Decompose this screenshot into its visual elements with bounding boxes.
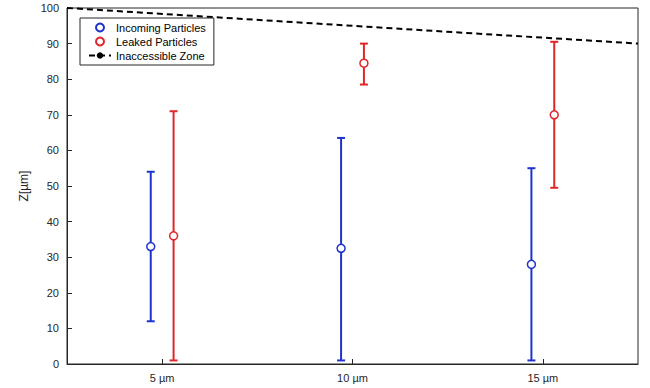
svg-text:10: 10 (47, 322, 59, 334)
svg-text:5 µm: 5 µm (150, 372, 175, 384)
svg-text:0: 0 (53, 358, 59, 370)
svg-text:Incoming Particles: Incoming Particles (116, 22, 206, 34)
svg-text:30: 30 (47, 251, 59, 263)
svg-text:15 µm: 15 µm (527, 372, 558, 384)
svg-text:Z[µm]: Z[µm] (17, 171, 31, 202)
svg-text:80: 80 (47, 73, 59, 85)
svg-text:40: 40 (47, 216, 59, 228)
svg-text:60: 60 (47, 144, 59, 156)
svg-text:50: 50 (47, 180, 59, 192)
svg-text:Inaccessible Zone: Inaccessible Zone (116, 50, 205, 62)
svg-text:Leaked Particles: Leaked Particles (116, 36, 198, 48)
svg-text:20: 20 (47, 287, 59, 299)
svg-text:70: 70 (47, 109, 59, 121)
svg-text:100: 100 (41, 2, 59, 14)
svg-text:10 µm: 10 µm (337, 372, 368, 384)
svg-text:90: 90 (47, 38, 59, 50)
